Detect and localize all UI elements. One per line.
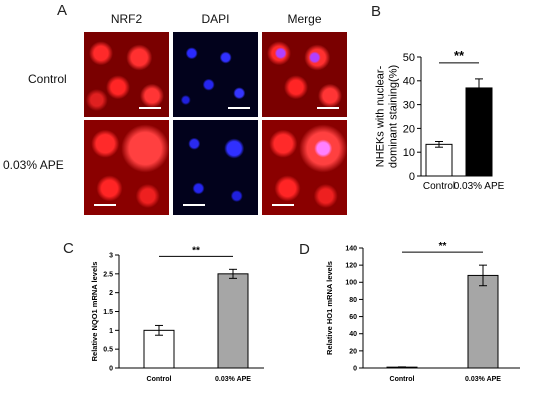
category-label-b: Control [423,181,455,192]
y-tick-label-d: 40 [349,331,357,338]
significance-marker-d: ** [439,241,447,252]
scale-bar [139,107,161,109]
y-tick-label-d: 80 [349,297,357,304]
y-tick-label-b: 40 [403,76,415,88]
category-label-c: 0.03% APE [215,376,251,383]
scale-bar [94,204,116,206]
y-tick-label-b: 50 [403,52,415,64]
bar-d-ape [467,274,499,369]
significance-marker-b: ** [454,48,465,63]
scale-bar [228,107,250,109]
y-tick-label-c: 0 [109,365,113,372]
bar-c-ape [217,273,249,369]
y-tick-label-d: 0 [353,365,357,372]
column-header-nrf2: NRF2 [110,12,143,26]
y-tick-label-b: 20 [403,123,415,135]
y-tick-label-b: 30 [403,99,415,111]
micrograph-dapi-ape [173,120,258,215]
y-axis-label-d: Relative HO1 mRNA levels [325,261,334,355]
y-tick-label-d: 100 [345,280,357,287]
y-tick-label-d: 120 [345,263,357,270]
bar-c-control [143,329,175,369]
column-header-dapi: DAPI [201,12,230,26]
row-label-ape: 0.03% APE [3,158,64,172]
y-tick-label-d: 60 [349,314,357,321]
significance-marker-c: ** [192,245,200,256]
micrograph-dapi-control [173,32,258,117]
bar-b-control [425,143,453,177]
category-label-c: Control [147,376,172,383]
category-label-d: Control [390,376,415,383]
micrograph-nrf2-control [84,32,169,117]
category-label-d: 0.03% APE [465,376,501,383]
y-tick-label-c: 3 [109,252,113,259]
y-axis-label-line: Relative NQO1 mRNA levels [90,262,99,362]
column-header-merge: Merge [287,12,322,26]
y-tick-label-c: 0.5 [103,347,113,354]
y-axis-label-c: Relative NQO1 mRNA levels [90,262,99,362]
y-axis-label-line: NHEKs with nuclear- [374,65,386,167]
scale-bar [317,107,339,109]
y-axis-label-b: NHEKs with nuclear-dominant staining(%) [374,65,399,168]
y-tick-label-c: 2.5 [103,271,113,278]
scale-bar [183,204,205,206]
y-tick-label-d: 140 [345,245,357,252]
y-axis-label-line: Relative HO1 mRNA levels [325,261,334,355]
panel-a-label: A [57,2,68,19]
micrograph-merge-control [262,32,347,117]
panel-d-label: D [299,241,310,258]
y-tick-label-c: 1.5 [103,309,113,316]
micrograph-merge-ape [262,120,347,215]
y-tick-label-c: 1 [109,328,113,335]
micrograph-nrf2-ape [84,120,169,215]
row-label-control: Control [28,72,67,86]
y-tick-label-b: 0 [409,171,415,183]
scale-bar [272,204,294,206]
y-tick-label-d: 20 [349,348,357,355]
panel-c-label: C [63,240,74,257]
panel-b-label: B [371,3,382,20]
y-axis-label-line: dominant staining(%) [388,65,400,168]
y-tick-label-b: 10 [403,147,415,159]
y-tick-label-c: 2 [109,290,113,297]
category-label-b: 0.03% APE [454,181,505,192]
bar-b-ape [465,87,493,177]
